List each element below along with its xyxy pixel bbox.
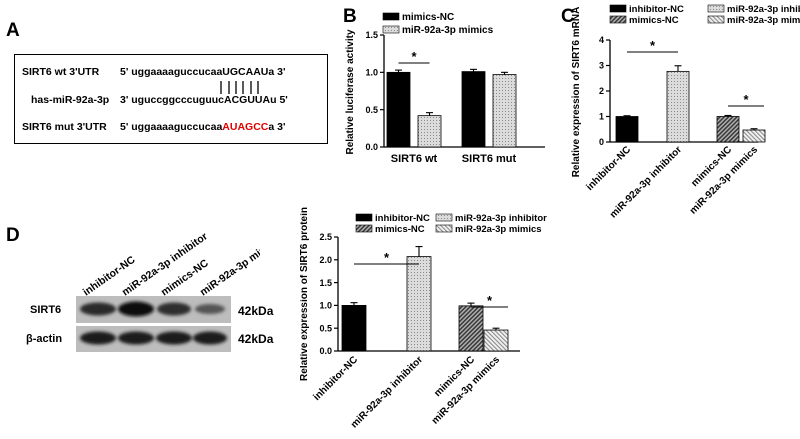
legend-label: miR-92a-3p mimics (402, 25, 494, 36)
bar (615, 116, 639, 143)
y-tick-label: 2 (599, 86, 604, 96)
blot-band (118, 331, 154, 345)
luciferase-chart: 0.0 0.5 1.0 1.5 Relative luciferase activity… (345, 12, 545, 165)
blot-row-label-actin: β-actin (26, 333, 63, 345)
blot-band (193, 331, 227, 345)
x-tick-label: SIRT6 mut (462, 153, 517, 165)
sirt6-bands (80, 301, 225, 317)
blot-band (156, 331, 192, 345)
legend-swatch (355, 224, 373, 233)
mutated-site: AUAGCC (222, 121, 269, 133)
significance-star: * (384, 250, 390, 265)
legend-label: inhibitor-NC (629, 4, 684, 15)
wt-utr-label: SIRT6 wt 3'UTR (22, 66, 100, 78)
blot-band (80, 331, 116, 345)
protein-expression-chart: 0.0 0.5 1.0 1.5 2.0 2.5 Relative expression of… (300, 207, 547, 430)
x-tick-label: inhibitor-NC (584, 144, 633, 193)
legend-swatch (435, 224, 453, 233)
legend-swatch (382, 25, 400, 34)
y-tick-label: 1.0 (319, 301, 332, 311)
y-tick-label: 0.0 (319, 346, 332, 356)
bar (461, 71, 486, 148)
bar (716, 116, 740, 143)
x-tick-label: inhibitor-NC (311, 354, 360, 403)
blot-band (118, 301, 154, 317)
blot-lane-labels: inhibitor-NC miR-92a-3p inhibitor mimics… (81, 230, 260, 298)
panel-label-a: A (6, 20, 20, 41)
y-tick-label: 0.0 (365, 142, 378, 152)
blot-row-label-sirt6: SIRT6 (30, 304, 62, 316)
mirna-sequence: 3' uguccggcccuguucACGUUAu 5' (120, 94, 288, 106)
base-pairing-lines (220, 81, 259, 94)
wt-utr-sequence: 5' uggaaaaguccucaaUGCAAUa 3' (120, 66, 286, 78)
legend-label: mimics-NC (402, 12, 454, 23)
legend-label: inhibitor-NC (375, 213, 430, 224)
y-tick-label: 4 (599, 35, 604, 45)
legend-swatch (609, 15, 627, 24)
blot-band (195, 304, 225, 314)
bar (483, 329, 509, 352)
legend-swatch (609, 4, 627, 13)
panel-label-c: C (561, 6, 575, 27)
actin-bands (80, 331, 227, 345)
bar (386, 71, 411, 148)
significance-star: * (743, 92, 749, 107)
mirna-label: has-miR-92a-3p (31, 94, 110, 106)
y-tick-label: 1.0 (365, 68, 378, 78)
legend-label: miR-92a-3p mimics (455, 224, 542, 235)
bar (492, 74, 517, 148)
panel-label-b: B (343, 6, 357, 27)
legend-swatch (382, 12, 400, 21)
blot-band (80, 302, 116, 316)
significance-star: * (411, 49, 417, 64)
mut-utr-sequence: 5' uggaaaaguccucaaAUAGCCa 3' (120, 121, 286, 133)
y-tick-label: 1.5 (319, 278, 332, 288)
bar (666, 70, 690, 143)
legend-label: miR-92a-3p mimics (727, 15, 800, 26)
mut-utr-label: SIRT6 mut 3'UTR (22, 121, 107, 133)
blot-size-actin: 42kDa (238, 332, 274, 346)
y-tick-label: 1.5 (365, 30, 378, 40)
legend-label: mimics-NC (629, 15, 679, 26)
significance-star: * (650, 38, 656, 53)
blot-strip-divider (76, 323, 231, 326)
legend-label: miR-92a-3p inhibitor (455, 213, 547, 224)
bar (458, 305, 484, 352)
y-tick-label: 3 (599, 61, 604, 71)
bar (742, 129, 766, 143)
y-axis-label: Relative expression of SIRT6 mRNA (571, 7, 582, 178)
bar (341, 305, 367, 352)
legend-swatch (707, 15, 725, 24)
legend-swatch (355, 213, 373, 222)
blot-band (157, 302, 191, 316)
x-tick-label: SIRT6 wt (391, 153, 438, 165)
western-blot-image (76, 296, 231, 352)
y-tick-label: 0 (599, 137, 604, 147)
legend-label: miR-92a-3p inhibitor (727, 4, 800, 15)
bar (417, 115, 442, 148)
legend-label: mimics-NC (375, 224, 425, 235)
y-axis-label: Relative luciferase activity (345, 29, 356, 155)
y-axis-label: Relative expression of SIRT6 protein (300, 207, 310, 381)
blot-size-sirt6: 42kDa (238, 304, 274, 318)
bar (406, 256, 432, 352)
y-tick-label: 2.0 (319, 255, 332, 265)
sequence-alignment-box: SIRT6 wt 3'UTR 5' uggaaaaguccucaaUGCAAUa… (14, 54, 328, 144)
significance-star: * (487, 293, 493, 308)
legend-swatch (435, 213, 453, 222)
y-tick-label: 0.5 (319, 323, 332, 333)
panel-label-d: D (6, 225, 20, 246)
x-tick-label: miR-92a-3p inhibitor (349, 354, 425, 430)
y-tick-label: 1 (599, 112, 604, 122)
y-tick-label: 2.5 (319, 232, 332, 242)
y-tick-label: 0.5 (365, 105, 378, 115)
legend-swatch (707, 4, 725, 13)
